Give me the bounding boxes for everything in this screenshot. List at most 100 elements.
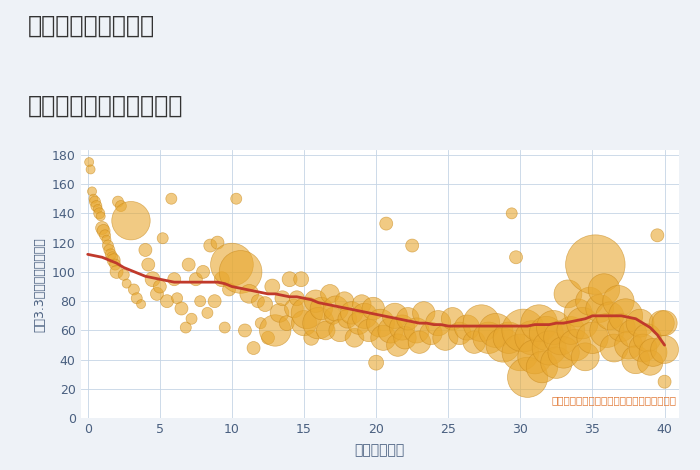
Point (447, 315, 458, 322)
Point (454, 329, 466, 337)
Point (239, 327, 251, 334)
Point (151, 290, 162, 298)
Point (461, 324, 472, 331)
Point (231, 195, 242, 203)
Point (197, 268, 209, 276)
Point (536, 363, 547, 371)
Text: 神奈川県相模原駅の: 神奈川県相模原駅の (28, 14, 155, 38)
Point (385, 327, 396, 334)
Point (104, 246, 115, 254)
Point (102, 242, 113, 249)
Point (219, 324, 230, 331)
Point (396, 324, 407, 331)
Point (316, 305, 327, 312)
Point (468, 338, 480, 346)
Point (97, 224, 108, 232)
Point (166, 195, 177, 203)
Point (202, 309, 213, 317)
Point (433, 320, 444, 327)
Text: 円の大きさは、取引のあった物件面積を示す: 円の大きさは、取引のあった物件面積を示す (551, 395, 676, 405)
Point (648, 349, 659, 356)
Point (298, 320, 309, 327)
Point (598, 286, 610, 293)
Point (252, 298, 263, 305)
Point (389, 312, 400, 320)
Point (375, 320, 386, 327)
Point (226, 261, 237, 268)
Point (514, 349, 526, 356)
Point (113, 198, 124, 205)
Point (623, 341, 634, 349)
Point (363, 327, 374, 334)
Point (562, 290, 573, 298)
Point (526, 334, 538, 342)
Point (612, 298, 624, 305)
Point (418, 309, 429, 317)
Point (291, 295, 302, 302)
Point (370, 359, 382, 367)
Point (580, 353, 591, 360)
Point (659, 346, 670, 353)
Point (121, 280, 132, 287)
Point (88, 195, 99, 203)
Point (313, 320, 324, 327)
Point (637, 344, 648, 352)
Point (616, 324, 627, 331)
Point (180, 324, 191, 331)
Point (378, 334, 389, 342)
Point (101, 236, 112, 243)
Point (381, 220, 392, 227)
Point (260, 300, 271, 308)
Point (183, 261, 195, 268)
Point (262, 334, 274, 342)
Point (594, 305, 606, 312)
Point (212, 239, 223, 246)
Point (656, 320, 667, 327)
Point (98, 227, 109, 235)
Point (310, 298, 321, 305)
Point (584, 298, 595, 305)
Point (548, 324, 559, 331)
Point (301, 309, 312, 317)
Point (570, 341, 581, 349)
Point (349, 334, 360, 342)
Point (565, 327, 576, 334)
Point (116, 202, 127, 210)
Point (295, 275, 307, 283)
Point (652, 232, 663, 239)
Point (630, 356, 641, 363)
Point (90, 198, 101, 205)
Point (223, 286, 235, 293)
Point (306, 334, 317, 342)
Point (392, 341, 403, 349)
Point (529, 353, 540, 360)
Point (270, 327, 281, 334)
Point (288, 305, 300, 312)
Point (440, 334, 451, 342)
Point (498, 341, 509, 349)
Point (555, 334, 566, 342)
Point (490, 327, 501, 334)
Point (426, 329, 437, 337)
Point (105, 251, 116, 258)
Point (601, 327, 612, 334)
Point (172, 295, 183, 302)
Point (533, 320, 545, 327)
Y-axis label: 坪（3.3㎡）単価（万円）: 坪（3.3㎡）単価（万円） (33, 237, 46, 332)
Point (94, 210, 105, 217)
Point (106, 253, 118, 261)
Point (510, 253, 522, 261)
Point (131, 295, 142, 302)
Point (95, 212, 106, 220)
Point (506, 210, 517, 217)
Point (335, 327, 346, 334)
Point (320, 327, 331, 334)
Point (368, 305, 379, 312)
Point (324, 290, 335, 298)
Point (544, 344, 555, 352)
Point (256, 320, 267, 327)
Point (634, 320, 645, 327)
Point (111, 268, 122, 276)
Point (342, 315, 353, 322)
Point (354, 320, 365, 327)
